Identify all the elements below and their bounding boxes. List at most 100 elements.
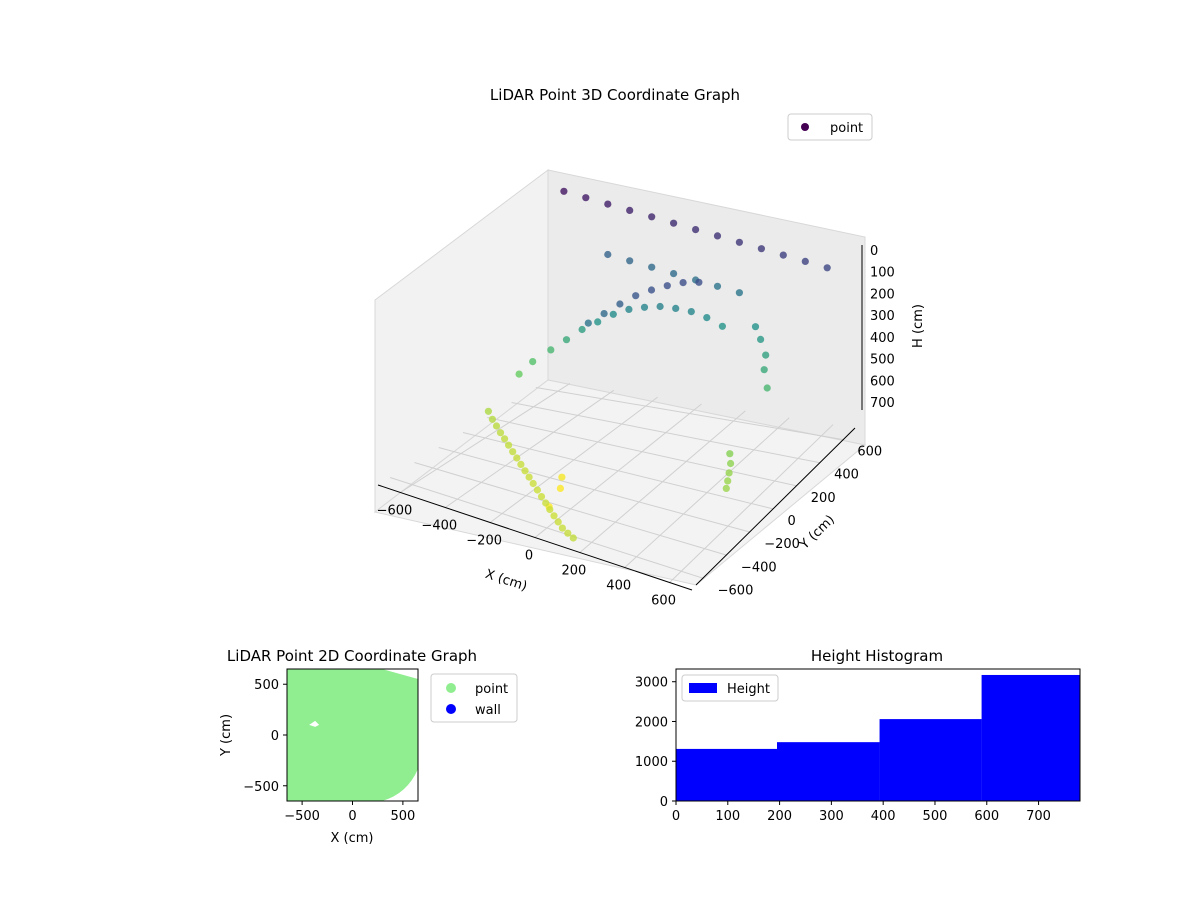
data-point: [525, 473, 533, 481]
data-point: [554, 518, 562, 526]
data-point: [604, 250, 612, 259]
y-tick-label-hist: 3000: [635, 676, 668, 691]
legend-2d-point-marker: [446, 683, 456, 693]
data-point: [725, 469, 733, 477]
data-point: [695, 278, 703, 286]
data-point: [546, 505, 554, 514]
histogram-bar: [777, 742, 880, 801]
data-point: [640, 303, 649, 311]
chart-histogram: Height Histogram 0 100 200 300 400 500 600 7000…: [635, 647, 1081, 824]
data-point: [726, 450, 734, 458]
grid-line-y: [535, 387, 844, 441]
data-point: [513, 454, 521, 462]
data-point: [672, 304, 680, 312]
x-tick-label-3d: −200: [466, 534, 502, 549]
y-tick-label-2d: 0: [271, 729, 279, 744]
data-point: [713, 232, 722, 240]
histogram-frame: [675, 668, 1081, 802]
x-tick-label-3d: 400: [606, 579, 631, 594]
grid-line-x: [669, 424, 834, 583]
data-point: [492, 422, 501, 430]
data-point: [542, 499, 550, 507]
y-axis-line: [695, 427, 856, 586]
legend-2d-point-label: point: [475, 682, 508, 697]
data-point: [556, 484, 565, 492]
x-tick-label-hist: 600: [974, 809, 999, 824]
x-tick-label-2d: 0: [348, 809, 356, 824]
legend-3d: point: [787, 113, 873, 141]
point-cloud-3d: [484, 187, 831, 542]
data-point: [604, 200, 612, 208]
data-point: [718, 322, 727, 330]
data-point: [501, 435, 509, 443]
grid-line-y: [511, 402, 821, 464]
chart-2d: LiDAR Point 2D Coordinate Graph −500 0 500…: [219, 647, 518, 846]
data-point: [663, 282, 671, 290]
legend-histogram-swatch: [689, 683, 717, 693]
data-point: [569, 534, 577, 542]
x-tick-label-hist: 700: [1026, 809, 1051, 824]
data-point: [648, 213, 656, 221]
data-point: [713, 282, 722, 290]
data-point: [515, 370, 523, 378]
y-tick-label-2d: 500: [254, 678, 279, 693]
legend-histogram-label: Height: [727, 682, 770, 697]
x-tick-label-3d: 600: [651, 594, 676, 609]
z-tick-label-3d: 0: [870, 244, 878, 259]
data-point: [760, 366, 768, 374]
y-tick-label-3d: −400: [741, 560, 777, 575]
data-point: [735, 238, 744, 246]
z-tick-label-3d: 400: [870, 331, 895, 346]
data-point: [505, 441, 513, 449]
data-point: [724, 477, 732, 485]
data-point: [509, 448, 517, 456]
data-point: [823, 264, 831, 272]
z-tick-label-3d: 200: [870, 287, 895, 302]
data-point: [687, 308, 695, 316]
data-point: [582, 194, 590, 202]
data-point: [560, 187, 568, 195]
data-point: [762, 351, 770, 359]
gap-region: [309, 720, 320, 727]
data-point: [529, 479, 537, 488]
legend-3d-marker: [801, 123, 809, 131]
data-point: [496, 429, 505, 437]
data-point: [722, 484, 730, 492]
data-point: [727, 459, 735, 468]
legend-2d: point wall: [430, 673, 518, 723]
data-point: [679, 279, 687, 287]
z-tick-label-3d: 700: [870, 396, 895, 411]
data-point: [626, 257, 634, 265]
data-point: [564, 529, 572, 537]
data-point: [751, 323, 760, 331]
ticks-2d: −500 0 500 500 0 −500: [243, 678, 415, 824]
histogram-bar: [676, 748, 777, 801]
histogram-bars: [676, 674, 1080, 801]
data-point: [626, 206, 634, 214]
legend-2d-wall-label: wall: [475, 703, 501, 718]
data-point: [529, 358, 537, 366]
y-tick-label-3d: 200: [811, 491, 836, 506]
histogram-bar: [879, 719, 982, 801]
legend-3d-label: point: [830, 121, 863, 136]
z-tick-label-3d: 600: [870, 374, 895, 389]
grid-line-x: [624, 417, 790, 568]
x-tick-label-hist: 300: [819, 809, 844, 824]
data-point: [488, 415, 496, 423]
x-tick-label-hist: 100: [715, 809, 740, 824]
x-tick-label-hist: 0: [672, 809, 680, 824]
data-point: [801, 257, 809, 265]
x-tick-label-hist: 500: [923, 809, 948, 824]
grid-line-x: [579, 410, 746, 553]
y-tick-label-hist: 0: [660, 795, 668, 810]
data-point: [670, 219, 678, 227]
histogram-title: Height Histogram: [811, 647, 943, 665]
data-point: [594, 318, 602, 326]
point-fill-2d: [287, 669, 418, 801]
x-tick-label-3d: −600: [377, 504, 413, 519]
data-point: [616, 300, 624, 308]
z-tick-label-3d: 300: [870, 309, 895, 324]
grid-3d: [389, 383, 844, 583]
grid-line-y: [462, 432, 774, 510]
